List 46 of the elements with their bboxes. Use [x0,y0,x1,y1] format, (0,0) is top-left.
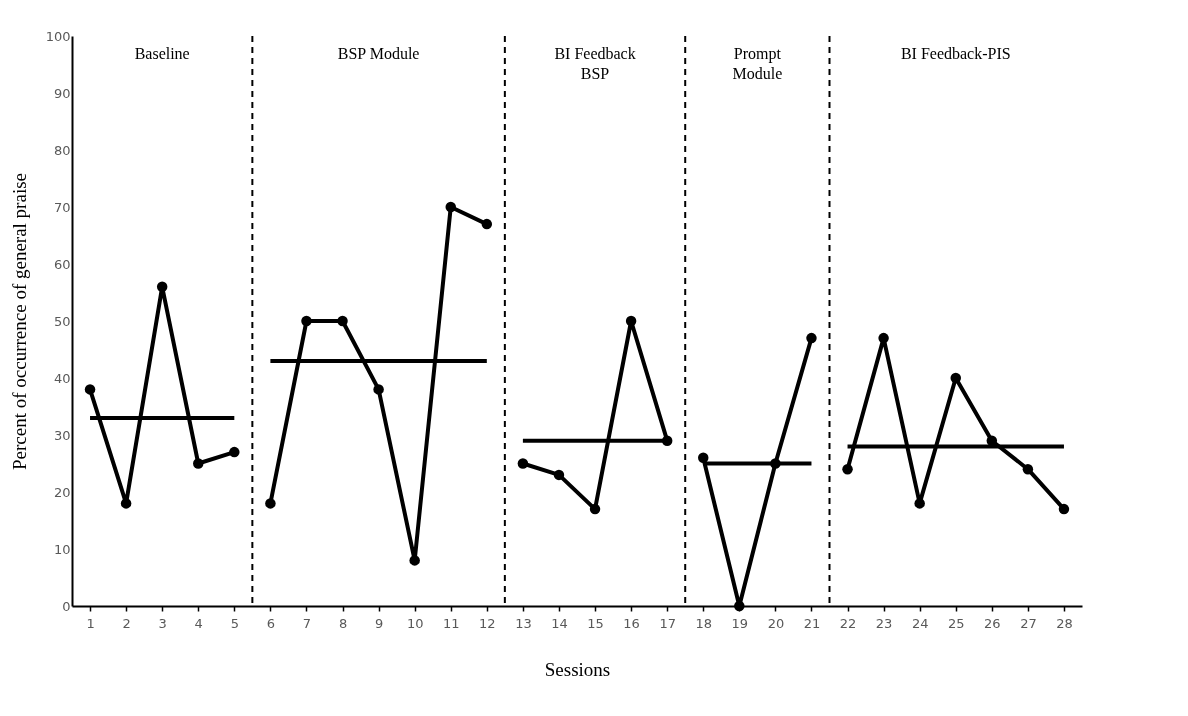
y-tick-label: 80 [53,142,71,158]
annotation: BSP Module [337,45,420,62]
y-tick-label: 20 [53,484,71,500]
x-tick-label: 5 [230,615,239,631]
x-tick-label: 2 [122,615,131,631]
x-tick-label: 3 [158,615,167,631]
annotation: BI Feedback-PIS [900,45,1011,62]
x-tick-label: 27 [1020,615,1037,631]
x-axis-title: Sessions [544,658,611,680]
y-tick-label: 100 [45,28,71,44]
y-axis-title: Percent of occurrence of general praise [8,173,30,470]
x-tick-label: 11 [442,615,460,631]
y-tick-label: 0 [62,598,71,614]
x-tick-label: 9 [374,615,384,631]
annotation: Baseline [134,45,190,62]
y-tick-label: 40 [53,370,71,386]
x-tick-label: 10 [406,615,424,631]
x-tick-label: 22 [839,615,857,631]
x-tick-label: 20 [767,615,785,631]
y-tick-label: 90 [53,85,71,101]
y-tick-label: 10 [53,541,71,557]
y-tick-label: 60 [53,256,71,272]
x-tick-label: 24 [911,615,929,631]
y-tick-label: 30 [53,427,71,443]
x-tick-label: 6 [266,615,276,631]
x-tick-label: 17 [659,615,676,631]
y-tick-label: 70 [53,199,71,215]
x-tick-label: 28 [1056,615,1073,631]
x-tick-label: 12 [479,615,496,631]
x-tick-label: 1 [86,615,95,631]
x-tick-label: 18 [695,615,713,631]
x-tick-label: 14 [551,615,568,631]
x-tick-label: 13 [515,615,532,631]
x-tick-label: 7 [302,615,312,631]
x-tick-label: 21 [803,615,821,631]
x-tick-label: 4 [194,615,203,631]
x-tick-label: 23 [875,615,893,631]
x-tick-label: 15 [587,615,604,631]
y-tick-label: 50 [53,313,71,329]
x-tick-label: 8 [338,615,348,631]
x-tick-label: 25 [947,615,965,631]
annotation: BI Feedback BSP [554,45,636,82]
x-tick-label: 26 [984,615,1001,631]
x-tick-label: 19 [731,615,749,631]
x-tick-label: 16 [623,615,640,631]
annotation: Prompt Module [732,45,783,82]
